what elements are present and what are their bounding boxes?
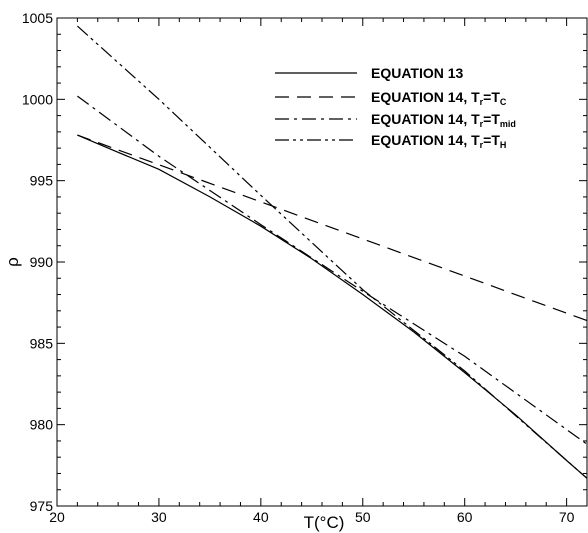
y-axis-label: ρ	[3, 257, 22, 267]
y-tick-label-990: 990	[30, 254, 54, 270]
x-tick-label-50: 50	[355, 509, 371, 525]
x-tick-label-70: 70	[559, 509, 575, 525]
x-tick-label-40: 40	[253, 509, 269, 525]
y-tick-label-980: 980	[30, 417, 54, 433]
ticks: 20 30 40 50 60 70 975 980 985 990 995 1000 1005	[22, 10, 588, 525]
series-line-2	[77, 134, 588, 322]
x-tick-label-30: 30	[151, 509, 167, 525]
y-tick-label-975: 975	[30, 498, 54, 514]
plot-frame	[56, 17, 588, 507]
y-tick-label-995: 995	[30, 173, 54, 189]
legend-label-2: EQUATION 14, Tr=TC	[371, 89, 507, 107]
series-line-3	[77, 95, 588, 445]
y-tick-label-985: 985	[30, 335, 54, 351]
legend: EQUATION 13 EQUATION 14, Tr=TC EQUATION 14…	[275, 65, 516, 150]
series-group	[76, 25, 588, 479]
x-tick-label-60: 60	[457, 509, 473, 525]
x-tick-label-20: 20	[49, 509, 65, 525]
y-tick-label-1000: 1000	[22, 91, 53, 107]
x-axis-label: T(°C)	[304, 513, 345, 532]
legend-label-3: EQUATION 14, Tr=Tmid	[371, 111, 516, 129]
legend-label-4: EQUATION 14, Tr=TH	[371, 132, 506, 150]
series-line-4	[76, 25, 588, 479]
legend-label-1: EQUATION 13	[371, 65, 464, 81]
series-line-1	[77, 134, 588, 479]
y-tick-label-1005: 1005	[22, 10, 53, 26]
